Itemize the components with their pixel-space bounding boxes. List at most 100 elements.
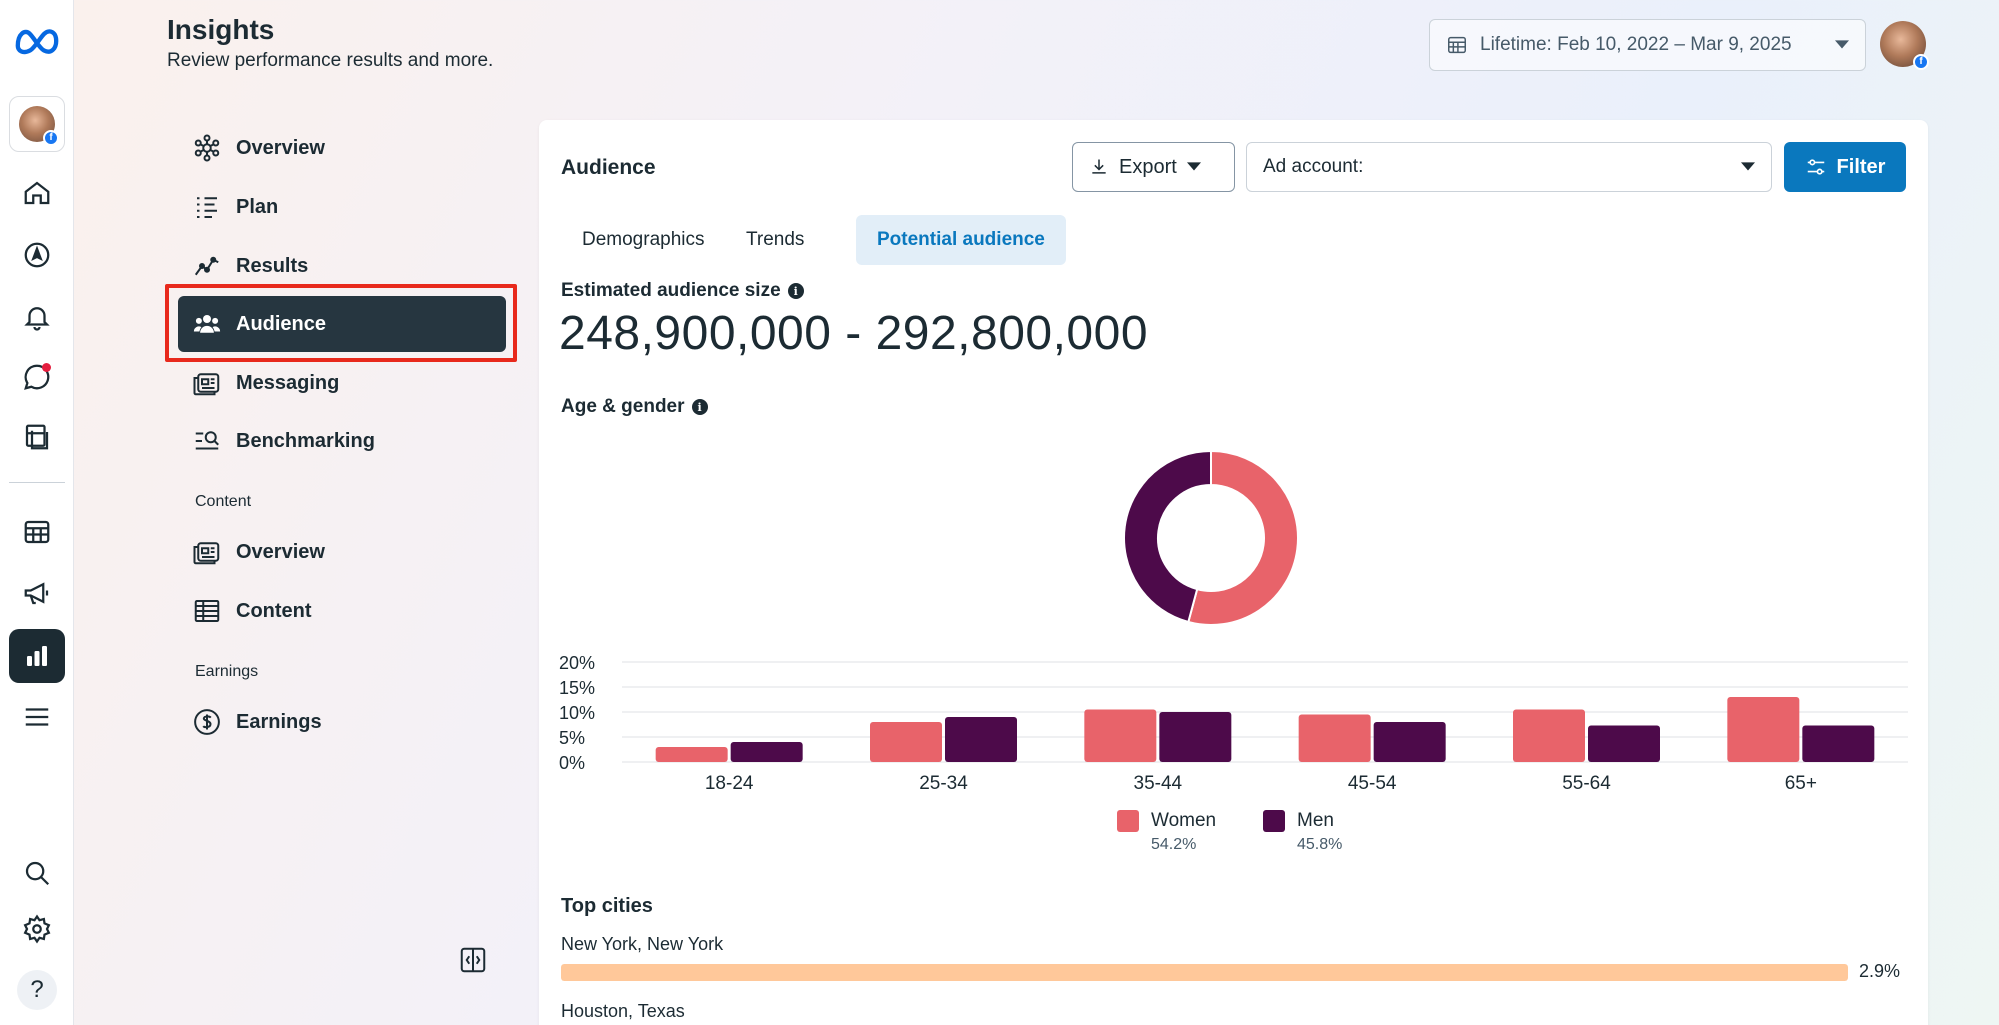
home-icon[interactable] bbox=[9, 166, 65, 220]
audience-card: Audience Export Ad account: Filter Demog… bbox=[539, 120, 1928, 1025]
download-icon bbox=[1092, 159, 1106, 174]
left-rail: f ? bbox=[0, 0, 74, 1025]
bar-men-45-54[interactable] bbox=[1373, 722, 1446, 762]
chevron-down-icon bbox=[1186, 162, 1201, 171]
bar-women-25-34[interactable] bbox=[870, 722, 942, 762]
filter-button[interactable]: Filter bbox=[1784, 142, 1906, 192]
bar-men-25-34[interactable] bbox=[945, 717, 1017, 762]
chat-icon[interactable] bbox=[9, 350, 65, 404]
table-icon[interactable] bbox=[9, 505, 65, 559]
bar-men-18-24[interactable] bbox=[730, 742, 803, 762]
nav-item-overview[interactable]: Overview bbox=[178, 120, 506, 176]
rail-divider bbox=[9, 482, 65, 483]
filter-label: Filter bbox=[1836, 155, 1886, 178]
collapse-sidebar-icon[interactable] bbox=[458, 945, 488, 975]
notification-dot bbox=[42, 363, 51, 372]
gear-icon[interactable] bbox=[9, 902, 65, 956]
y-tick-label: 20% bbox=[559, 653, 595, 673]
donut-slice-women[interactable] bbox=[1187, 449, 1299, 626]
nav-item-messaging[interactable]: Messaging bbox=[178, 355, 506, 411]
nav-item-content[interactable]: Content bbox=[178, 583, 506, 639]
nav-item-audience[interactable]: Audience bbox=[178, 296, 506, 352]
bar-men-65+[interactable] bbox=[1802, 725, 1875, 763]
age-gender-label: Age & gender bbox=[561, 396, 685, 417]
legend-women: Women 54.2% bbox=[1117, 810, 1216, 854]
ad-account-select[interactable]: Ad account: bbox=[1246, 142, 1772, 192]
bar-women-55-64[interactable] bbox=[1513, 709, 1585, 763]
help-icon[interactable]: ? bbox=[9, 963, 65, 1017]
audience-icon bbox=[193, 315, 221, 333]
menu-icon[interactable] bbox=[9, 690, 65, 744]
messaging-icon bbox=[193, 373, 220, 396]
legend-men: Men 45.8% bbox=[1263, 810, 1342, 854]
facebook-badge-icon: f bbox=[1913, 54, 1929, 70]
sliders-icon bbox=[1807, 159, 1824, 175]
pages-icon[interactable] bbox=[9, 410, 65, 464]
legend-entry: Women bbox=[1117, 810, 1216, 832]
tab-trends[interactable]: Trends bbox=[746, 229, 805, 250]
plan-icon bbox=[197, 197, 217, 218]
bar-women-35-44[interactable] bbox=[1084, 709, 1157, 763]
calendar-icon bbox=[1448, 36, 1466, 54]
nav-item-benchmarking[interactable]: Benchmarking bbox=[178, 413, 506, 469]
content-table-icon bbox=[194, 600, 220, 622]
megaphone-icon[interactable] bbox=[9, 566, 65, 620]
page-title: Insights bbox=[167, 14, 275, 45]
nav-item-label: Overview bbox=[236, 136, 325, 159]
bar-men-35-44[interactable] bbox=[1159, 712, 1232, 762]
results-icon bbox=[194, 256, 219, 276]
age-gender-heading: Age & gender i bbox=[561, 396, 708, 418]
date-range-picker[interactable]: Lifetime: Feb 10, 2022 – Mar 9, 2025 bbox=[1429, 19, 1866, 71]
nav-item-label: Overview bbox=[236, 540, 325, 563]
bar-women-45-54[interactable] bbox=[1298, 714, 1371, 763]
legend-percent: 54.2% bbox=[1151, 836, 1197, 853]
bar-women-18-24[interactable] bbox=[655, 747, 728, 762]
nav-item-plan[interactable]: Plan bbox=[178, 179, 506, 235]
nav-item-label: Content bbox=[236, 599, 312, 622]
x-tick-label: 55-64 bbox=[1562, 773, 1611, 794]
nav-section-content: Content bbox=[195, 493, 252, 510]
tab-potential-audience[interactable]: Potential audience bbox=[856, 215, 1066, 265]
y-tick-label: 10% bbox=[559, 703, 595, 723]
estimated-audience-heading: Estimated audience size i bbox=[561, 280, 804, 302]
meta-logo-icon[interactable] bbox=[9, 14, 65, 68]
bell-icon[interactable] bbox=[9, 290, 65, 344]
account-avatar[interactable]: f bbox=[1880, 21, 1929, 70]
legend-percent: 45.8% bbox=[1297, 836, 1343, 853]
city-bar-fill bbox=[561, 964, 1848, 981]
insights-icon[interactable] bbox=[9, 629, 65, 683]
nav-item-label: Earnings bbox=[236, 710, 322, 733]
overview-icon bbox=[194, 134, 220, 162]
city-percent: 2.9% bbox=[1859, 961, 1901, 981]
tab-demographics[interactable]: Demographics bbox=[582, 229, 705, 250]
nav-item-content-overview[interactable]: Overview bbox=[178, 524, 506, 580]
y-tick-label: 0% bbox=[559, 753, 585, 773]
profile-avatar-button[interactable]: f bbox=[9, 96, 65, 152]
legend-label: Men bbox=[1297, 810, 1334, 831]
nav-item-label: Results bbox=[236, 254, 309, 277]
info-icon[interactable]: i bbox=[787, 283, 804, 299]
estimated-audience-value: 248,900,000 - 292,800,000 bbox=[559, 307, 1149, 360]
chevron-down-icon bbox=[1835, 40, 1849, 49]
dollar-icon bbox=[194, 709, 220, 735]
export-label: Export bbox=[1119, 155, 1177, 178]
card-title: Audience bbox=[561, 156, 656, 179]
donut-slice-men[interactable] bbox=[1123, 449, 1212, 624]
nav-item-results[interactable]: Results bbox=[178, 238, 506, 294]
top-cities-title: Top cities bbox=[561, 895, 653, 917]
x-tick-label: 25-34 bbox=[919, 773, 968, 794]
content-overview-icon bbox=[193, 542, 220, 565]
nav-item-earnings[interactable]: Earnings bbox=[178, 694, 506, 750]
x-tick-label: 65+ bbox=[1785, 773, 1817, 794]
search-icon[interactable] bbox=[9, 846, 65, 900]
chevron-down-icon bbox=[1741, 162, 1755, 171]
x-tick-label: 45-54 bbox=[1348, 773, 1397, 794]
info-icon[interactable]: i bbox=[691, 399, 708, 415]
export-button[interactable]: Export bbox=[1072, 142, 1235, 192]
compass-icon[interactable] bbox=[9, 228, 65, 282]
nav-item-label: Benchmarking bbox=[236, 429, 375, 452]
nav-item-label: Messaging bbox=[236, 371, 340, 394]
bar-women-65+[interactable] bbox=[1727, 697, 1800, 762]
legend-label: Women bbox=[1151, 810, 1217, 831]
bar-men-55-64[interactable] bbox=[1588, 725, 1660, 763]
